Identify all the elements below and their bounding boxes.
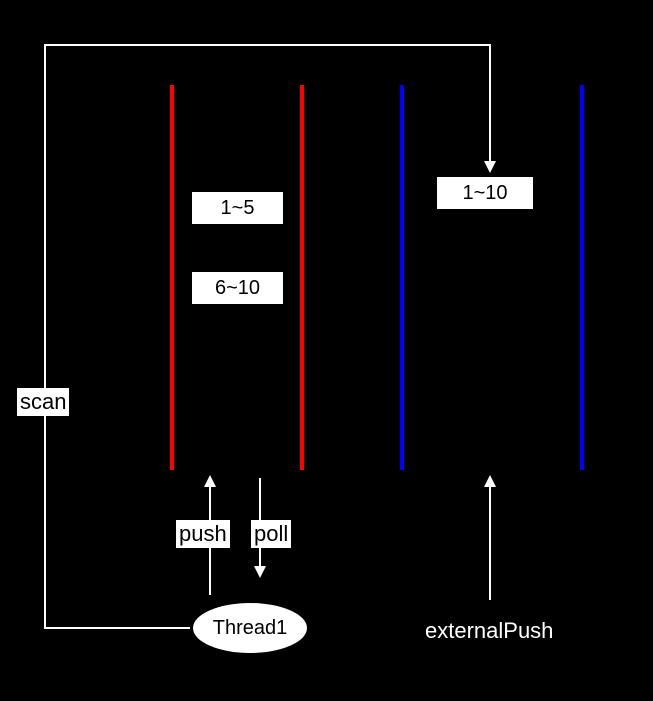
scan-label: scan	[17, 388, 69, 416]
red-column-left	[170, 85, 174, 470]
task-box-a-label: 1~5	[221, 197, 255, 220]
red-column-right	[300, 85, 304, 470]
push-label: push	[176, 520, 230, 548]
blue-column-right	[580, 85, 584, 470]
task-box-a: 1~5	[190, 190, 285, 226]
poll-label: poll	[251, 520, 291, 548]
arrows-layer	[0, 0, 653, 701]
task-box-b-label: 6~10	[215, 277, 260, 300]
thread-node-label: Thread1	[213, 617, 288, 640]
task-box-c: 1~10	[435, 175, 535, 211]
external-push-label: externalPush	[425, 618, 553, 644]
task-box-c-label: 1~10	[462, 182, 507, 205]
blue-column-left	[400, 85, 404, 470]
task-box-b: 6~10	[190, 270, 285, 306]
thread-node: Thread1	[190, 600, 310, 656]
